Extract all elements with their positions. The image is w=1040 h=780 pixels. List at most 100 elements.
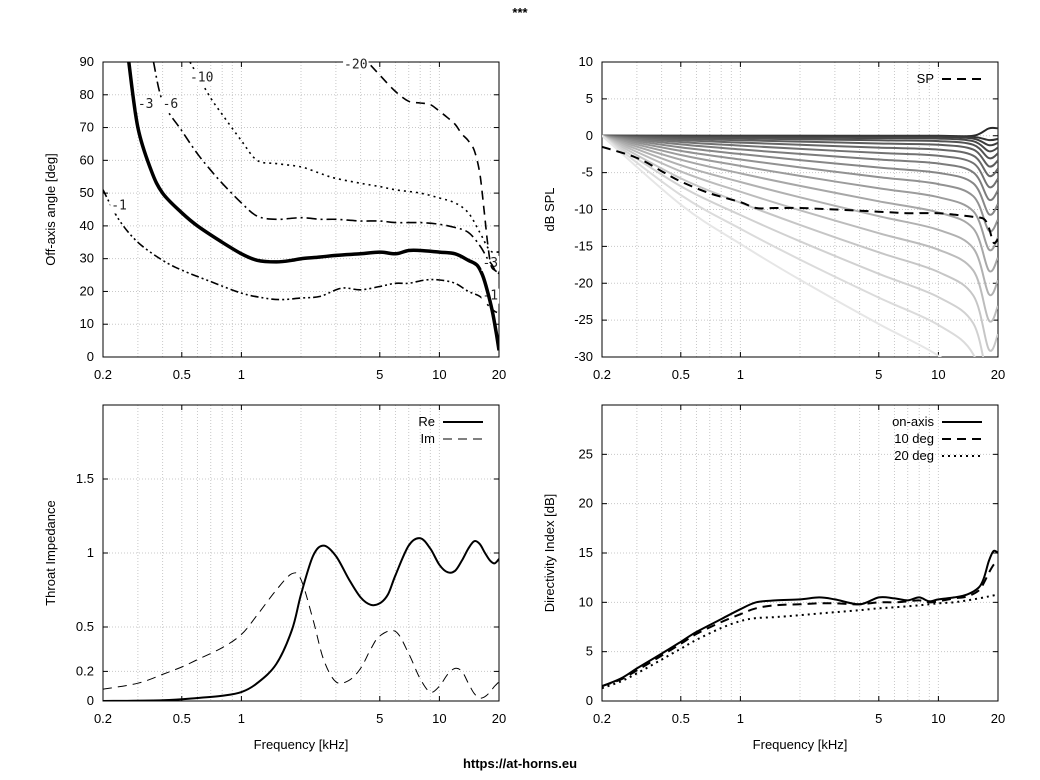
series-line-10-deg [602,560,998,688]
label-backing [136,96,155,112]
contour-label: -1 [111,199,127,214]
series-line-offaxis-14 [602,134,998,323]
y-tick-label: 10 [80,316,94,331]
series-line-offaxis-6 [602,134,998,178]
legend-label: Re [418,414,435,429]
y-tick-label: 1 [87,545,94,560]
x-tick-label: 0.5 [672,367,690,382]
x-tick-label: 0.5 [672,711,690,726]
legend-label: on-axis [892,414,934,429]
x-tick-label: 1 [737,711,744,726]
x-tick-label: 20 [991,711,1005,726]
spl-chart: 0.2 0.5 1 5 10 20 -30 -25 -20 -15 -10 -5 0 5 10 dB SPL S… [542,54,1005,382]
grid [103,62,499,357]
series-line-10 [189,62,499,254]
x-axis-label: Frequency [kHz] [753,737,848,752]
legend-label: 10 deg [894,431,934,446]
figure-title: *** [512,5,528,20]
series-line-offaxis-4 [602,134,998,160]
y-axis-label: Off-axis angle [deg] [43,153,58,266]
y-tick-label: 10 [579,594,593,609]
x-tick-label: 1 [737,367,744,382]
series-line-1 [103,189,499,314]
y-tick-label: 0 [87,693,94,708]
footer-url[interactable]: https://at-horns.eu [463,756,577,771]
series-line-6 [152,62,499,275]
x-tick-label: 1 [238,711,245,726]
contour-label: -3 [138,97,154,112]
x-tick-label: 10 [432,711,446,726]
x-tick-label: 0.5 [173,711,191,726]
y-tick-label: 0.2 [76,663,94,678]
x-tick-label: 20 [492,367,506,382]
y-tick-label: 90 [80,54,94,69]
y-tick-label: 80 [80,87,94,102]
series-line-offaxis-10 [602,134,998,233]
series-line-offaxis-12 [602,134,998,273]
label-backing [343,57,369,73]
y-tick-label: -20 [574,275,593,290]
plot-frame [102,61,500,358]
x-tick-label: 20 [991,367,1005,382]
x-tick-label: 5 [376,367,383,382]
x-tick-label: 0.2 [593,367,611,382]
x-tick-label: 0.2 [94,711,112,726]
grid [103,405,499,701]
y-tick-label: 30 [80,251,94,266]
x-tick-label: 10 [432,367,446,382]
series-line-3 [127,62,499,351]
y-tick-label: 5 [586,91,593,106]
y-tick-label: -15 [574,238,593,253]
series-line-offaxis-18 [602,135,942,357]
label-backing [161,96,180,112]
x-tick-label: 20 [492,711,506,726]
legend-label: SP [917,71,934,86]
x-tick-label: 5 [875,711,882,726]
x-tick-label: 0.2 [593,711,611,726]
legend-label: 20 deg [894,448,934,463]
y-tick-label: 60 [80,152,94,167]
y-tick-label: 70 [80,120,94,135]
contour-label: -6 [163,97,179,112]
x-tick-label: 10 [931,367,945,382]
legend-label: Im [421,431,435,446]
y-axis-label: dB SPL [542,187,557,231]
series-line-offaxis-9 [602,134,998,216]
series-line-20 [370,64,499,273]
y-tick-label: 1.5 [76,471,94,486]
series-line-offaxis-13 [602,134,998,297]
series-line-offaxis-5 [602,134,998,168]
series-line-im [103,572,499,699]
y-axis-label: Directivity Index [dB] [542,494,557,613]
y-tick-label: 50 [80,185,94,200]
y-tick-label: 40 [80,218,94,233]
y-tick-label: 20 [80,283,94,298]
label-backing [110,198,128,214]
y-tick-label: -25 [574,312,593,327]
series-line-sp [602,145,998,245]
x-tick-label: 10 [931,711,945,726]
y-tick-label: 15 [579,545,593,560]
y-tick-label: -10 [574,202,593,217]
series-line-offaxis-11 [602,134,998,252]
polar-contour-chart: 0.2 0.5 1 5 10 20 0 10 20 30 40 50 60 70 80 90 Off-axis … [43,54,506,382]
y-tick-label: -30 [574,349,593,364]
x-tick-label: 5 [875,367,882,382]
x-tick-label: 5 [376,711,383,726]
series-line-offaxis-7 [602,134,998,189]
x-tick-label: 0.2 [94,367,112,382]
contour-label: -10 [190,71,213,86]
contour-label: -20 [344,58,367,73]
y-tick-label: 0 [87,349,94,364]
y-tick-label: 0 [586,693,593,708]
series-line-offaxis-8 [602,134,998,202]
y-tick-label: 20 [579,496,593,511]
x-axis-label: Frequency [kHz] [254,737,349,752]
series-line-20-deg [602,593,998,690]
x-tick-label: 1 [238,367,245,382]
x-tick-label: 0.5 [173,367,191,382]
series-line-offaxis-17 [602,134,976,357]
y-tick-label: 25 [579,446,593,461]
